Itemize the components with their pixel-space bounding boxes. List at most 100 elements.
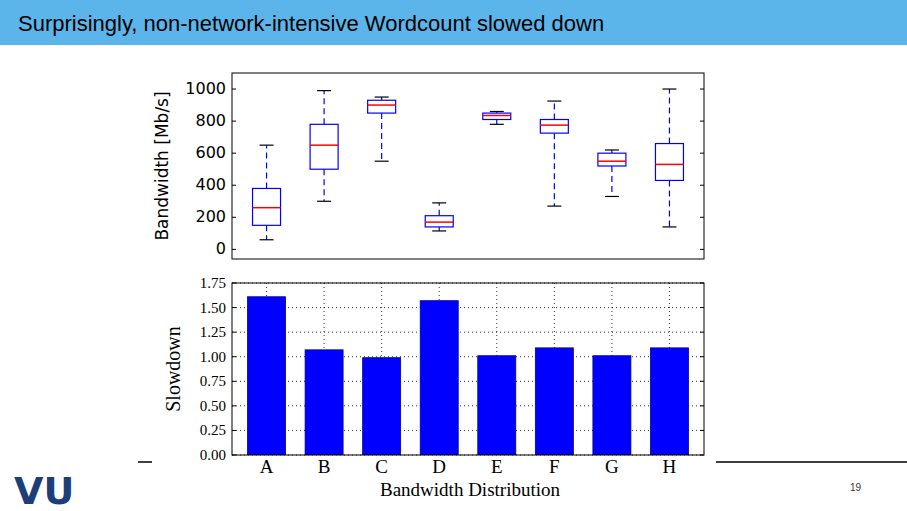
y-axis-label: Slowdown [162,326,184,412]
grid-line [232,405,704,406]
cap-lower [490,124,504,125]
slide-title: Surprisingly, non-network-intensive Word… [18,11,604,36]
median [253,207,281,209]
cap-lower [662,226,676,227]
y-tick-label: 200 [195,207,226,226]
cap-lower [317,201,331,202]
box [483,113,511,119]
cap-lower [432,230,446,231]
y-tick [700,283,704,284]
title-bar [0,0,907,45]
median [368,104,396,106]
x-tick-label: D [432,456,446,477]
bar [248,297,286,455]
y-tick [700,217,704,218]
frame [232,73,704,259]
y-tick-label: 0.75 [200,373,226,389]
y-tick [700,121,704,122]
y-tick-label: 1000 [185,79,226,98]
x-tick-label: C [375,456,388,477]
y-tick [232,283,236,284]
y-tick-label: 600 [195,143,226,162]
y-tick [232,307,236,308]
cap-upper [432,202,446,203]
whisker-upper [439,203,440,216]
y-tick [700,455,704,456]
y-axis-label: Bandwidth [Mb/s] [152,91,172,240]
median [483,115,511,117]
box [655,144,683,181]
y-tick [232,405,236,406]
box [253,188,281,225]
box [425,216,453,227]
grid-line [232,381,704,382]
box-chart: 02004006008001000Bandwidth [Mb/s] [152,73,714,264]
cap-lower [605,196,619,197]
cap-lower [260,239,274,240]
whisker-upper [554,101,555,119]
whisker-lower [323,169,324,201]
y-tick-label: 400 [195,175,226,194]
box [598,153,626,166]
x-axis-label: Bandwidth Distribution [380,479,560,500]
y-tick [232,332,236,333]
y-tick [700,249,704,250]
cap-lower [375,161,389,162]
median [598,160,626,162]
x-tick-label: G [605,456,619,477]
y-tick [232,455,236,456]
whisker-lower [439,227,440,231]
whisker-upper [323,91,324,125]
cap-upper [490,111,504,112]
y-tick-label: 1.75 [200,275,226,291]
y-tick [232,430,236,431]
y-tick-label: 1.25 [200,324,226,340]
cap-upper [605,149,619,150]
box [540,120,568,134]
page-number: 19 [850,482,862,493]
bar [305,350,343,455]
cap-upper [317,90,331,91]
grid-line [232,307,704,308]
x-tick-label: E [491,456,503,477]
bar [593,356,631,455]
y-tick [700,405,704,406]
y-tick-label: 0.50 [200,398,226,414]
x-tick-label: A [260,456,274,477]
y-tick [232,121,236,122]
whisker-lower [266,225,267,239]
slide: Surprisingly, non-network-intensive Word… [0,0,907,511]
bar [650,348,688,455]
cap-upper [260,145,274,146]
footer-line [716,461,907,463]
y-tick-label: 0.00 [200,447,226,463]
y-tick [232,356,236,357]
y-tick [700,430,704,431]
bar [420,301,458,455]
cap-upper [547,100,561,101]
whisker-lower [496,120,497,125]
chart-background [152,73,714,264]
y-tick-label: 1.50 [200,300,226,316]
y-tick [700,153,704,154]
y-tick [700,356,704,357]
y-tick-label: 0.25 [200,422,226,438]
median [310,144,338,146]
whisker-lower [611,166,612,196]
y-tick-label: 1.00 [200,349,226,365]
y-tick [232,89,236,90]
y-tick-label: 0 [216,239,226,258]
logo: VU [14,469,74,511]
grid-line [232,356,704,357]
y-tick [700,307,704,308]
frame [232,283,704,455]
median [655,164,683,166]
y-tick [232,153,236,154]
median [540,124,568,126]
marks [248,297,689,455]
bar [478,356,516,455]
y-tick [700,185,704,186]
y-tick [700,332,704,333]
y-tick [700,381,704,382]
bar [363,358,401,455]
